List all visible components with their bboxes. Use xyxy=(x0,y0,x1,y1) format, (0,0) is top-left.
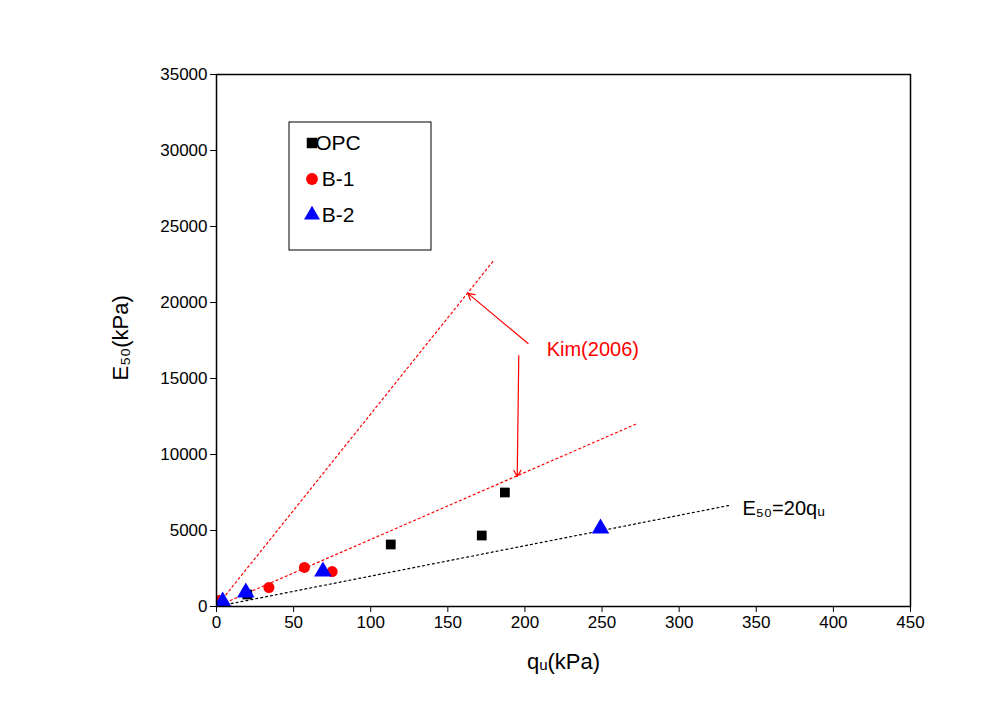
svg-text:400: 400 xyxy=(819,613,847,632)
svg-text:10000: 10000 xyxy=(160,445,207,464)
svg-text:25000: 25000 xyxy=(160,217,207,236)
svg-text:0: 0 xyxy=(212,613,221,632)
svg-text:200: 200 xyxy=(511,613,539,632)
svg-text:300: 300 xyxy=(665,613,693,632)
svg-text:350: 350 xyxy=(742,613,770,632)
svg-text:15000: 15000 xyxy=(160,369,207,388)
svg-text:5000: 5000 xyxy=(170,521,208,540)
svg-text:OPC: OPC xyxy=(315,131,361,154)
svg-text:450: 450 xyxy=(896,613,924,632)
svg-text:100: 100 xyxy=(357,613,385,632)
svg-text:B-1: B-1 xyxy=(322,167,355,190)
svg-text:0: 0 xyxy=(198,597,207,616)
svg-text:E₅₀=20qᵤ: E₅₀=20qᵤ xyxy=(742,497,824,519)
svg-text:B-2: B-2 xyxy=(322,203,355,226)
svg-text:Kim(2006): Kim(2006) xyxy=(547,338,639,360)
svg-text:150: 150 xyxy=(434,613,462,632)
svg-text:30000: 30000 xyxy=(160,141,207,160)
svg-text:250: 250 xyxy=(588,613,616,632)
svg-text:50: 50 xyxy=(284,613,303,632)
svg-text:20000: 20000 xyxy=(160,293,207,312)
svg-text:qᵤ(kPa): qᵤ(kPa) xyxy=(527,649,600,674)
svg-text:35000: 35000 xyxy=(160,65,207,84)
svg-text:E₅₀(kPa): E₅₀(kPa) xyxy=(108,295,133,380)
